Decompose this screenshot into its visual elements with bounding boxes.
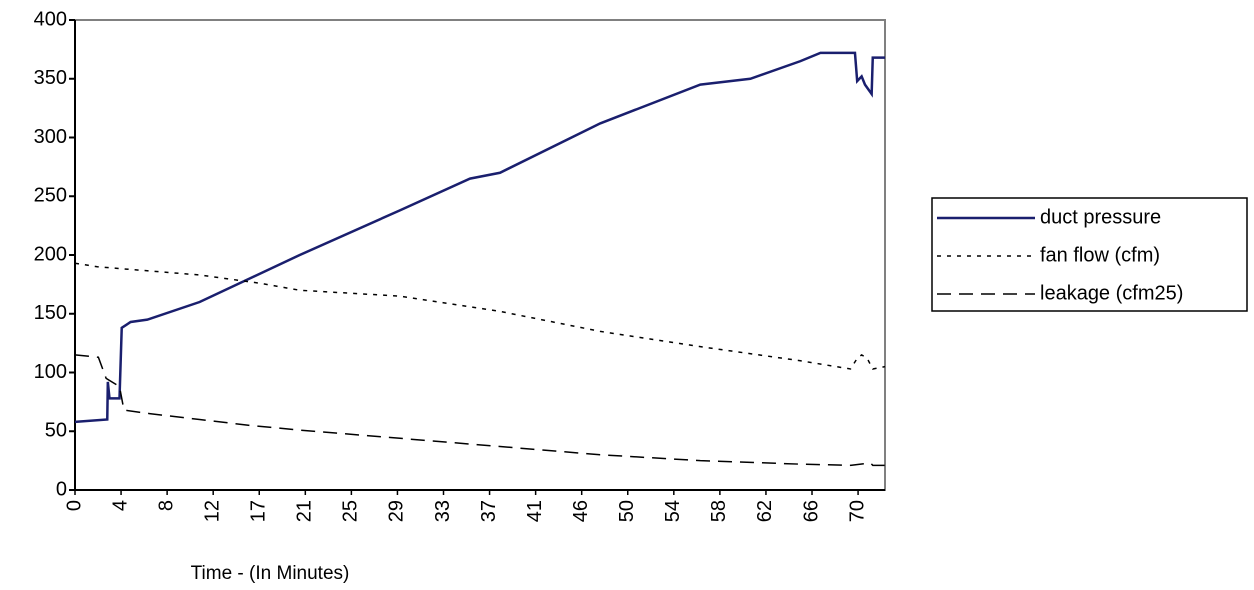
- x-tick-label: 46: [570, 500, 592, 522]
- y-tick-label: 350: [34, 67, 67, 89]
- y-tick-label: 150: [34, 302, 67, 324]
- line: [74, 51, 885, 424]
- x-tick-label: 58: [708, 500, 730, 522]
- x-tick-label: 37: [478, 500, 500, 522]
- legend-label: duct pressure: [1040, 206, 1161, 228]
- y-tick-label: 0: [56, 478, 67, 500]
- x-tick-label: 25: [340, 500, 362, 522]
- y-tick-label: 100: [34, 361, 67, 383]
- x-tick-label: 54: [662, 500, 684, 522]
- x-tick-label: 21: [294, 500, 316, 522]
- y-tick-label: 300: [34, 126, 67, 148]
- x-tick-label: 41: [524, 500, 546, 522]
- y-tick-label: 200: [34, 243, 67, 265]
- x-tick-label: 0: [63, 500, 85, 511]
- x-tick-label: 12: [201, 500, 223, 522]
- x-axis-title: Time - (In Minutes): [191, 563, 350, 584]
- x-tick-label: 66: [800, 500, 822, 522]
- y-tick-label: 250: [34, 185, 67, 207]
- y-tick-label: 400: [34, 8, 67, 30]
- y-tick-label: 50: [45, 420, 67, 442]
- x-tick-label: 62: [754, 500, 776, 522]
- line: [74, 262, 886, 370]
- x-tick-label: 8: [155, 500, 177, 511]
- x-tick-label: 29: [386, 500, 408, 522]
- line: [74, 354, 885, 467]
- x-tick-label: 50: [616, 500, 638, 522]
- legend-label: leakage (cfm25): [1040, 282, 1183, 304]
- x-tick-label: 70: [846, 500, 868, 522]
- x-tick-label: 4: [109, 500, 131, 511]
- x-tick-label: 17: [248, 500, 270, 522]
- x-tick-label: 33: [432, 500, 454, 522]
- legend-label: fan flow (cfm): [1040, 244, 1160, 266]
